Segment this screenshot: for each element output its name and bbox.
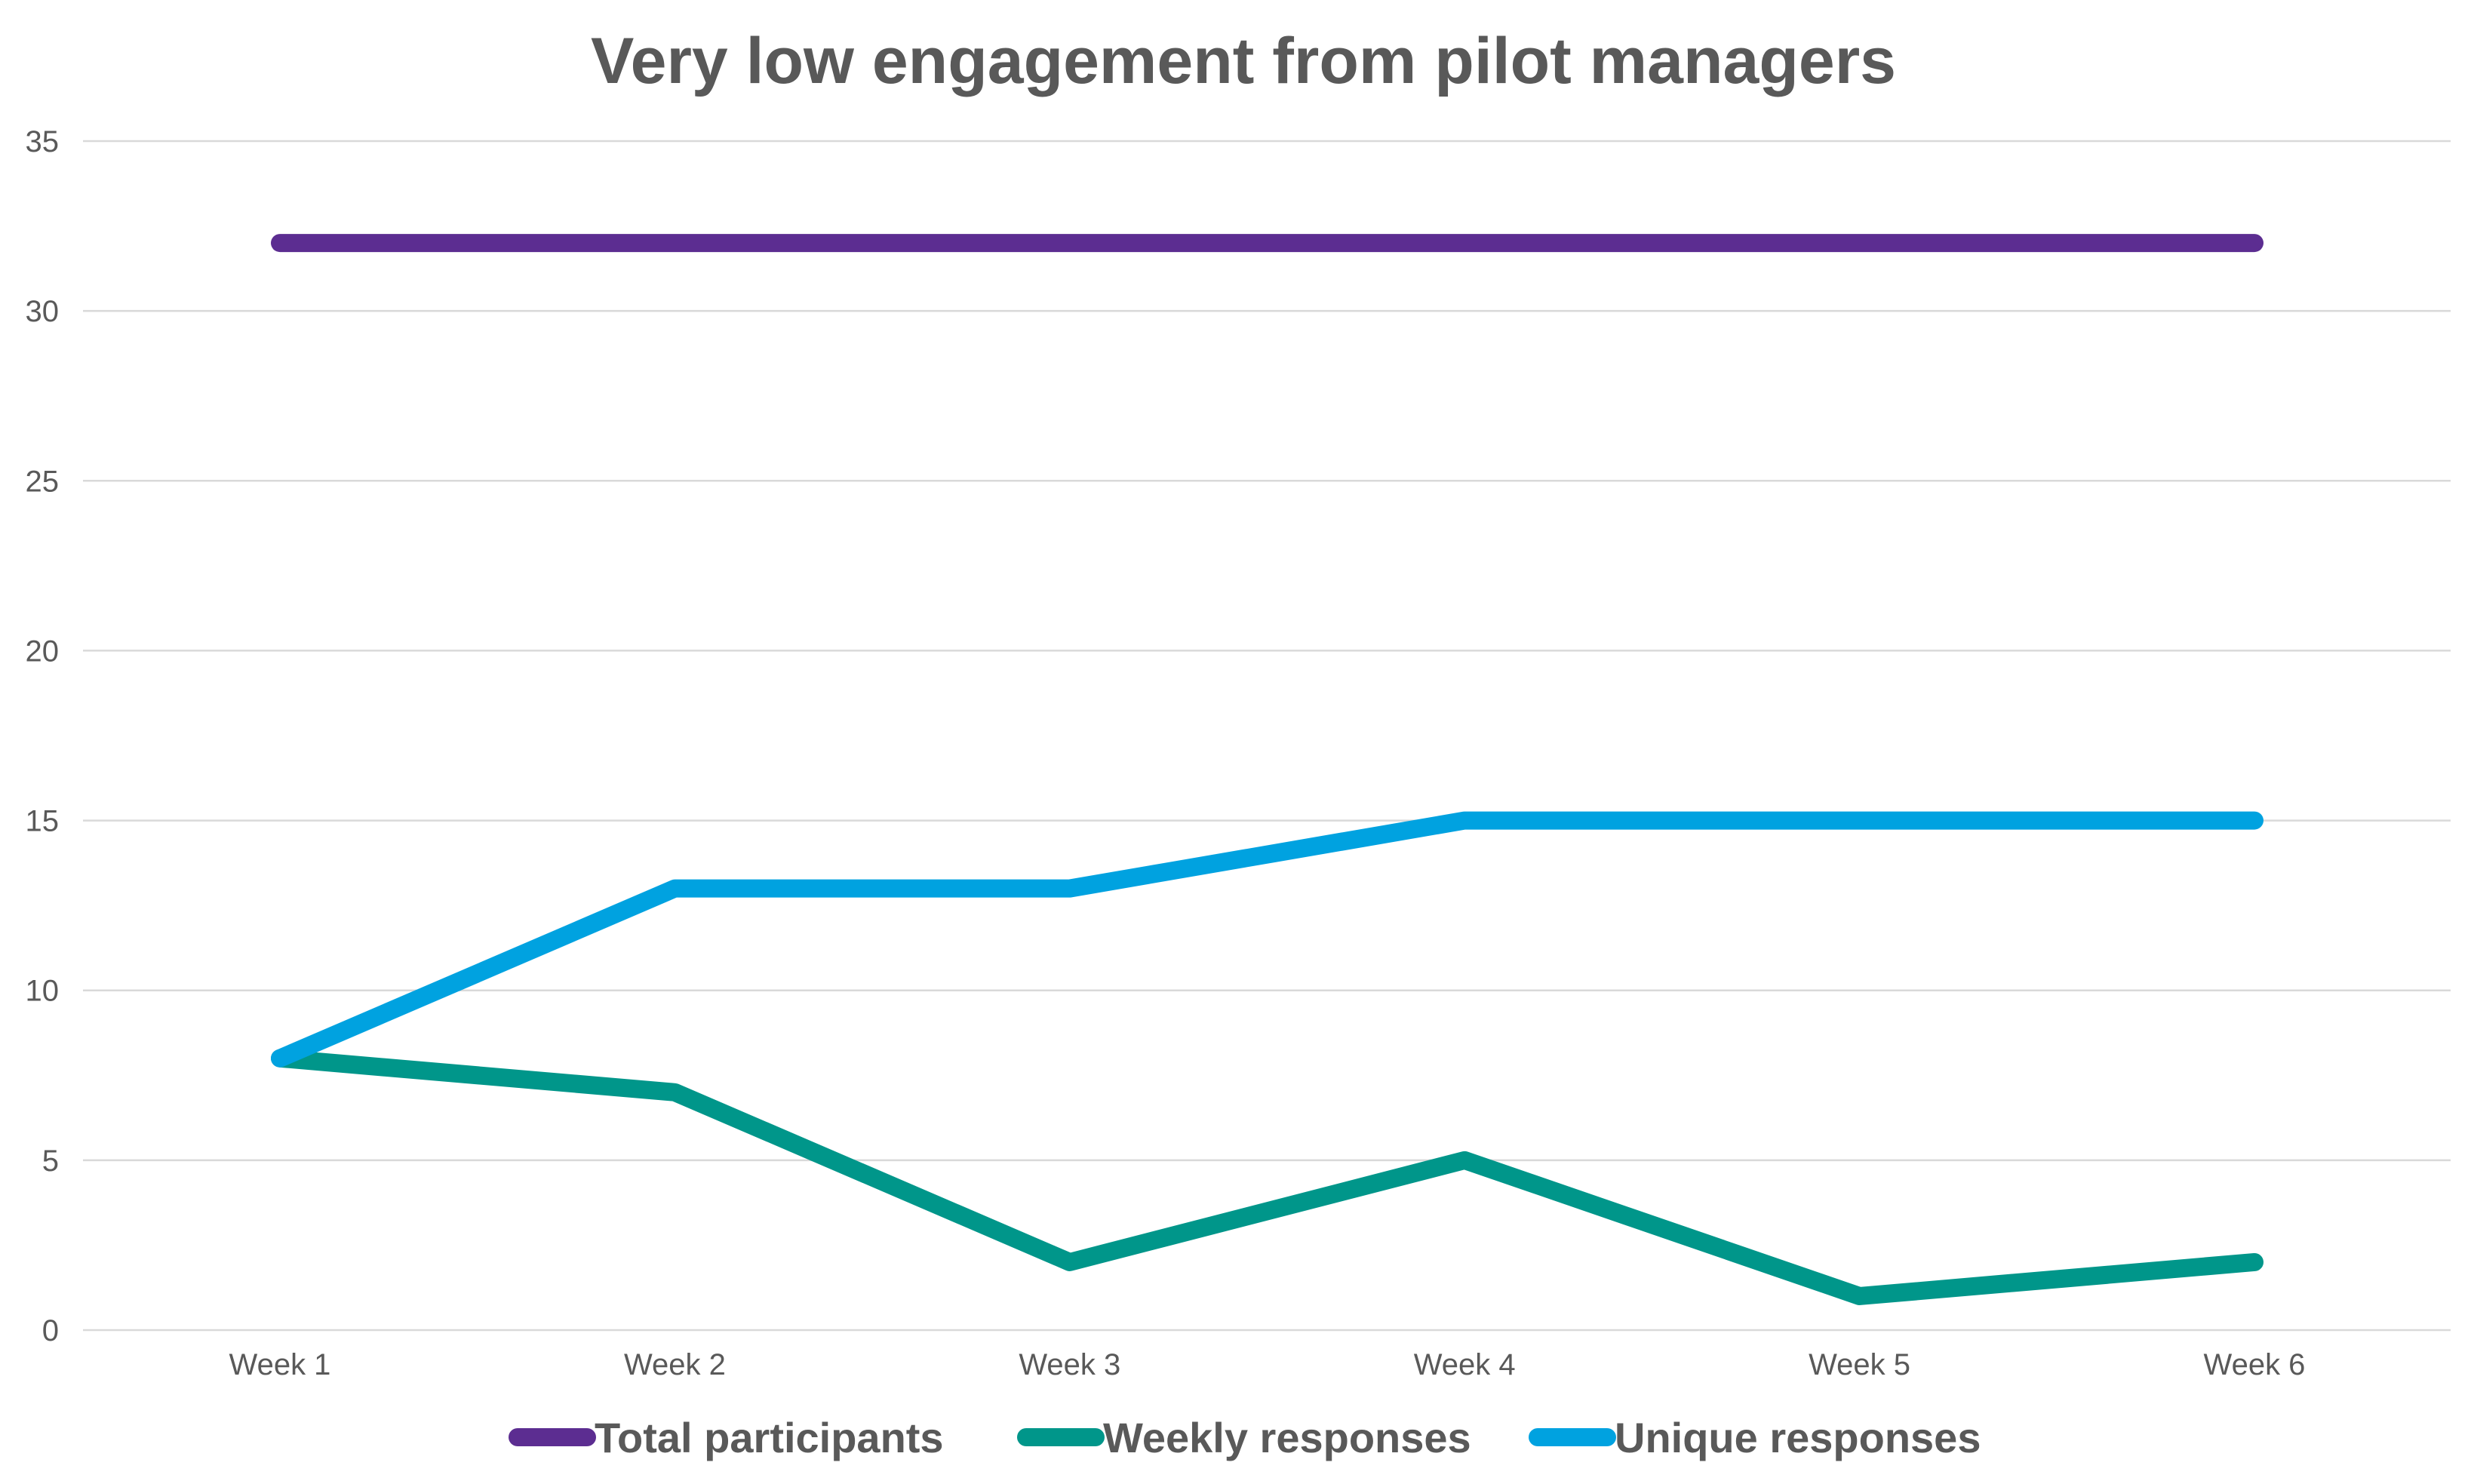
legend: Total participants Weekly responses Unique… xyxy=(509,1414,1981,1461)
chart-title: Very low engagement from pilot managers xyxy=(591,25,1896,97)
legend-label: Total participants xyxy=(595,1414,944,1461)
y-tick-label: 10 xyxy=(26,975,60,1008)
y-tick-label: 35 xyxy=(26,125,60,158)
legend-label: Weekly responses xyxy=(1103,1414,1471,1461)
x-tick-label: Week 3 xyxy=(1019,1348,1120,1381)
series-line xyxy=(271,1049,2263,1305)
legend-item: Total participants xyxy=(509,1414,944,1461)
legend-item: Unique responses xyxy=(1529,1414,1981,1461)
y-tick-label: 25 xyxy=(26,465,60,498)
series-lines xyxy=(271,234,2263,1305)
legend-item: Weekly responses xyxy=(1017,1414,1471,1461)
y-tick-label: 30 xyxy=(26,295,60,328)
gridlines xyxy=(83,140,2451,1332)
x-tick-label: Week 5 xyxy=(1809,1348,1910,1381)
x-tick-label: Week 4 xyxy=(1414,1348,1516,1381)
x-tick-label: Week 6 xyxy=(2204,1348,2306,1381)
legend-label: Unique responses xyxy=(1615,1414,1981,1461)
x-tick-label: Week 2 xyxy=(624,1348,726,1381)
y-axis-tick-labels: 0 5 10 15 20 25 30 35 xyxy=(26,125,60,1347)
y-tick-label: 5 xyxy=(42,1144,59,1178)
x-tick-label: Week 1 xyxy=(229,1348,331,1381)
x-axis-tick-labels: Week 1 Week 2 Week 3 Week 4 Week 5 Week 6 xyxy=(229,1348,2306,1381)
series-unique-responses xyxy=(271,811,2263,1068)
y-tick-label: 0 xyxy=(42,1314,59,1347)
series-line xyxy=(271,811,2263,1068)
y-tick-label: 20 xyxy=(26,634,60,668)
y-tick-label: 15 xyxy=(26,805,60,838)
